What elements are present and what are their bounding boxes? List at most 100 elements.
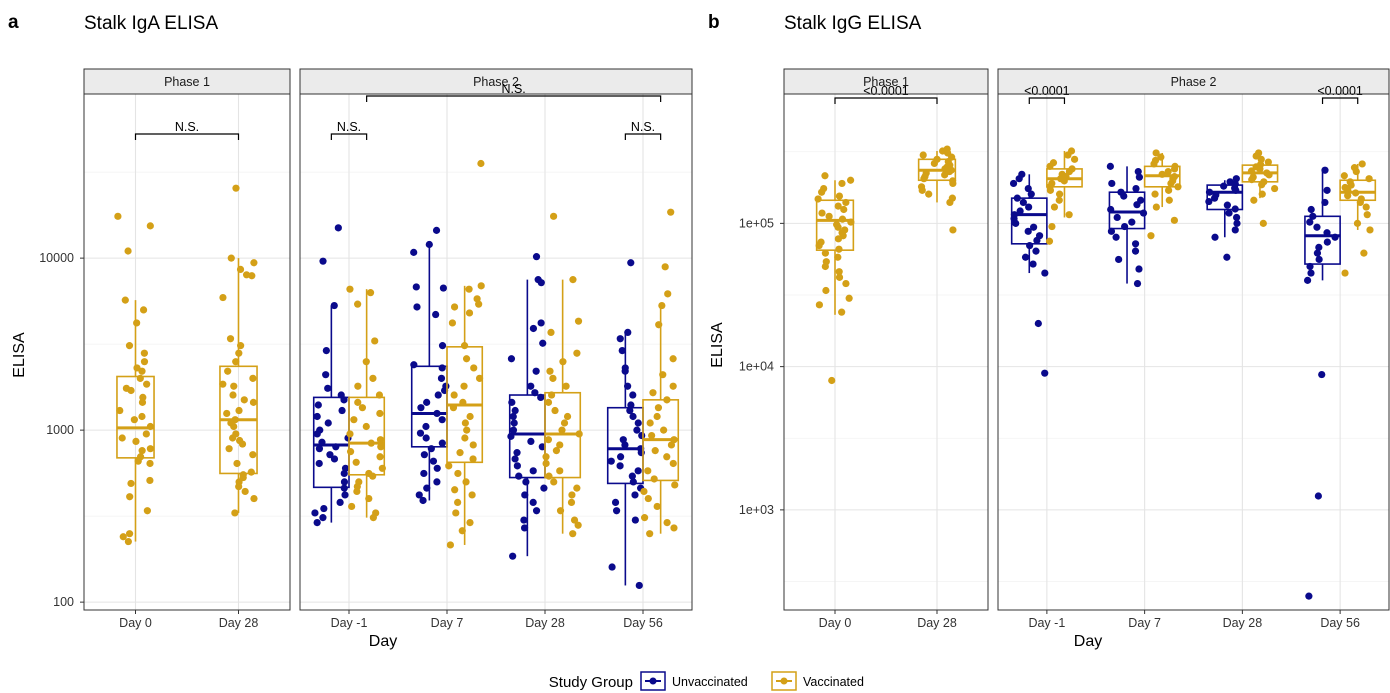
data-point <box>1363 211 1371 219</box>
data-point <box>527 382 535 390</box>
data-point <box>132 437 140 445</box>
data-point <box>450 303 459 311</box>
data-point <box>451 486 459 494</box>
facet-strip <box>783 68 989 95</box>
data-point <box>332 443 340 451</box>
data-point <box>1256 165 1264 173</box>
data-point <box>547 391 556 399</box>
data-point <box>340 469 348 478</box>
significance-label: N.S. <box>501 82 525 96</box>
data-point <box>515 472 523 480</box>
data-point <box>670 524 678 532</box>
data-point <box>550 478 558 486</box>
data-point <box>644 494 652 503</box>
data-point <box>522 478 530 486</box>
box-day0-vaccinated <box>814 172 855 385</box>
data-point <box>626 406 634 415</box>
data-point <box>459 398 467 406</box>
data-point <box>542 453 550 461</box>
data-point <box>511 455 519 463</box>
facet-phase-1: Phase 1 Day 0 Day 28 <0.0001 <box>783 68 989 630</box>
y-tick-label: 1000 <box>46 423 74 437</box>
data-point <box>371 337 379 345</box>
significance-bracket: N.S. <box>366 82 662 102</box>
panel-border <box>83 93 291 611</box>
data-point <box>511 406 519 415</box>
legend-label-unvaccinated: Unvaccinated <box>672 675 748 689</box>
panel-letter-b: b <box>708 12 720 33</box>
x-tick-label: Day 0 <box>119 616 152 630</box>
data-point <box>835 268 843 276</box>
data-point <box>230 382 238 390</box>
data-point <box>1211 233 1219 241</box>
data-point <box>834 223 842 231</box>
data-point <box>367 439 375 447</box>
panel-background <box>84 94 290 610</box>
box-day56-vaccinated <box>1339 160 1377 277</box>
data-point <box>1029 260 1037 268</box>
facet-strip-label: Phase 2 <box>1171 75 1217 89</box>
data-point <box>433 464 441 472</box>
data-point <box>438 342 447 350</box>
data-point <box>358 404 367 412</box>
data-point <box>621 367 629 375</box>
data-point <box>346 448 355 456</box>
data-point <box>1231 205 1239 213</box>
data-point <box>125 530 134 538</box>
data-point <box>631 516 639 524</box>
data-point <box>551 406 559 415</box>
data-point <box>125 342 134 350</box>
data-point <box>1170 165 1179 173</box>
data-point <box>669 459 677 468</box>
data-point <box>1232 175 1240 183</box>
data-point <box>235 406 243 415</box>
box-iqr <box>116 375 155 459</box>
data-point <box>573 349 581 357</box>
x-tick-label: Day 56 <box>623 616 663 630</box>
box-day-1-unvaccinated <box>1009 170 1049 377</box>
panel-border <box>997 93 1390 611</box>
data-point <box>466 518 474 527</box>
x-tick-label: Day 56 <box>1320 616 1360 630</box>
data-point <box>637 449 645 457</box>
data-point <box>1150 160 1158 168</box>
data-point <box>1220 182 1228 190</box>
data-point <box>1315 255 1323 264</box>
data-point <box>235 349 243 357</box>
data-point <box>1167 179 1175 188</box>
data-point <box>439 284 448 292</box>
data-point <box>556 507 565 515</box>
data-point <box>559 358 567 366</box>
data-point <box>562 382 570 390</box>
data-point <box>249 398 258 406</box>
data-point <box>1128 218 1136 226</box>
data-point <box>1024 184 1032 193</box>
data-point <box>1225 209 1233 217</box>
data-point <box>1045 237 1054 245</box>
data-point <box>549 374 557 382</box>
data-point <box>313 430 321 438</box>
data-point <box>669 355 677 363</box>
data-point <box>537 319 545 327</box>
data-point <box>438 364 446 372</box>
data-point <box>232 184 240 192</box>
data-point <box>422 434 430 442</box>
data-point <box>659 371 667 379</box>
data-point <box>1027 190 1035 198</box>
data-point <box>520 524 529 532</box>
data-point <box>658 301 666 310</box>
data-point <box>146 459 154 468</box>
data-point <box>465 285 473 293</box>
significance-bracket: N.S. <box>330 120 368 140</box>
data-point <box>416 429 425 437</box>
data-point <box>507 355 516 363</box>
data-point <box>1147 232 1155 240</box>
x-axis-label-b: Day <box>1074 633 1102 650</box>
data-point <box>1016 207 1024 215</box>
data-point <box>127 386 135 395</box>
data-point <box>449 404 458 412</box>
data-point <box>433 409 441 418</box>
data-point <box>644 467 652 475</box>
data-point <box>138 367 146 375</box>
x-axis-label-a: Day <box>369 633 397 650</box>
